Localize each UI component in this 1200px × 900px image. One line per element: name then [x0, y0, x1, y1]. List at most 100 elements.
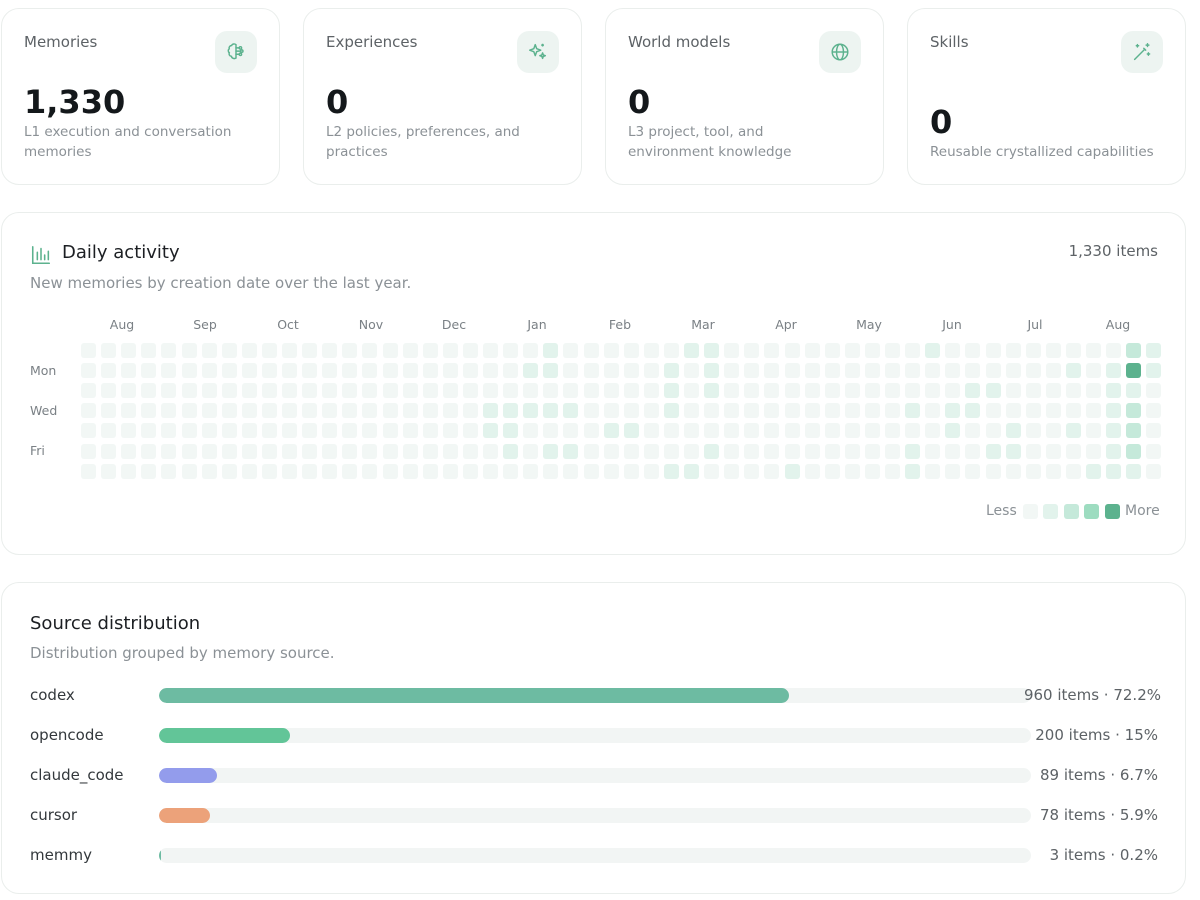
- heatmap-cell: [925, 383, 941, 399]
- heatmap-cell: [382, 423, 398, 439]
- heatmap-cell: [523, 463, 539, 479]
- heatmap-cell: [804, 363, 820, 379]
- heatmap-cell: [121, 343, 137, 358]
- heatmap-cell: [704, 363, 720, 379]
- heatmap-cell: [844, 363, 860, 379]
- source-value: 78 items · 5.9%: [1040, 806, 1158, 824]
- heatmap-cell: [101, 403, 117, 419]
- heatmap-cell: [1025, 343, 1041, 358]
- heatmap-cell: [844, 423, 860, 439]
- heatmap-cell: [442, 363, 458, 379]
- heatmap-cell: [965, 363, 981, 379]
- heatmap-cell: [141, 463, 157, 479]
- heatmap-cell: [362, 403, 378, 419]
- source-bar-fill: [159, 808, 211, 823]
- card-description: L2 policies, preferences, and practices: [326, 124, 520, 160]
- heatmap-cell: [503, 383, 519, 399]
- legend-more: More: [1125, 503, 1160, 519]
- brain-icon: [215, 31, 257, 73]
- heatmap-cell: [1086, 363, 1101, 379]
- heatmap-cell: [261, 423, 277, 439]
- heatmap-cell: [885, 343, 900, 358]
- heatmap-cell: [342, 403, 358, 419]
- heatmap-cell: [764, 383, 780, 399]
- heatmap-cell: [1146, 423, 1162, 439]
- heatmap-cell: [382, 343, 398, 358]
- heatmap-cell: [1045, 363, 1061, 379]
- card-value: 0: [628, 83, 651, 121]
- heatmap-cell: [643, 383, 659, 399]
- heatmap-cell: [663, 443, 679, 459]
- heatmap-cell: [945, 363, 961, 379]
- heatmap-cell: [1025, 443, 1041, 459]
- heatmap-cell: [342, 343, 358, 358]
- heatmap-cell: [322, 363, 338, 379]
- heatmap-cell: [1146, 343, 1162, 358]
- heatmap-cell: [1146, 383, 1162, 399]
- heatmap-cell: [925, 463, 941, 479]
- month-label: Dec: [441, 317, 467, 332]
- month-label: Aug: [109, 317, 135, 332]
- heatmap-cell: [905, 343, 921, 358]
- heatmap-cell: [402, 463, 418, 479]
- heatmap-cell: [623, 443, 639, 459]
- globe-icon: [819, 31, 861, 73]
- heatmap-cell: [322, 383, 338, 399]
- day-label: Wed: [30, 403, 58, 418]
- heatmap-cell: [663, 343, 679, 358]
- heatmap-cell: [704, 403, 720, 419]
- heatmap-cell: [945, 383, 961, 399]
- heatmap-cell: [462, 463, 478, 479]
- heatmap-cell: [402, 403, 418, 419]
- heatmap-cell: [201, 343, 217, 358]
- heatmap-cell: [322, 463, 338, 479]
- heatmap-cell: [724, 383, 740, 399]
- heatmap-cell: [543, 403, 559, 419]
- heatmap-cell: [442, 343, 458, 358]
- heatmap-cell: [141, 403, 157, 419]
- heatmap-cell: [261, 383, 277, 399]
- day-label: Fri: [30, 443, 45, 458]
- heatmap-cell: [603, 403, 619, 419]
- heatmap-cell: [1005, 443, 1021, 459]
- heatmap-cell: [342, 443, 358, 459]
- legend-swatch: [1084, 504, 1099, 519]
- heatmap-cell: [1146, 363, 1162, 379]
- heatmap-cell: [603, 423, 619, 439]
- source-bar-track: [159, 728, 1031, 743]
- heatmap-cell: [382, 363, 398, 379]
- activity-subtitle: New memories by creation date over the l…: [30, 274, 412, 292]
- heatmap-cell: [483, 343, 498, 358]
- heatmap-cell: [684, 463, 699, 479]
- heatmap-cell: [844, 403, 860, 419]
- heatmap-cell: [121, 463, 137, 479]
- source-name: claude_code: [30, 766, 124, 784]
- heatmap-cell: [1086, 463, 1101, 479]
- heatmap-cell: [1065, 463, 1081, 479]
- heatmap-cell: [764, 343, 780, 358]
- heatmap-cell: [1005, 383, 1021, 399]
- heatmap-cell: [362, 423, 378, 439]
- heatmap-cell: [503, 403, 519, 419]
- heatmap-cell: [161, 463, 177, 479]
- heatmap-cell: [1045, 443, 1061, 459]
- heatmap-cell: [1106, 423, 1122, 439]
- heatmap-cell: [161, 383, 177, 399]
- heatmap-cell: [965, 343, 981, 358]
- memories-card: Memories 1,330 L1 execution and conversa…: [1, 8, 280, 185]
- source-bar-track: [159, 808, 1031, 823]
- heatmap-cell: [1005, 463, 1021, 479]
- heatmap-cell: [764, 443, 780, 459]
- month-label: Jun: [942, 317, 962, 332]
- heatmap-cell: [1126, 343, 1142, 358]
- source-name: cursor: [30, 806, 78, 824]
- heatmap-cell: [583, 363, 599, 379]
- sources-subtitle: Distribution grouped by memory source.: [30, 644, 335, 662]
- heatmap-cell: [362, 383, 378, 399]
- heatmap-cell: [121, 403, 137, 419]
- sources-title: Source distribution: [30, 613, 201, 634]
- heatmap-cell: [864, 463, 880, 479]
- heatmap-cell: [824, 403, 840, 419]
- heatmap-cell: [905, 383, 921, 399]
- card-description: L3 project, tool, and environment knowle…: [628, 124, 792, 160]
